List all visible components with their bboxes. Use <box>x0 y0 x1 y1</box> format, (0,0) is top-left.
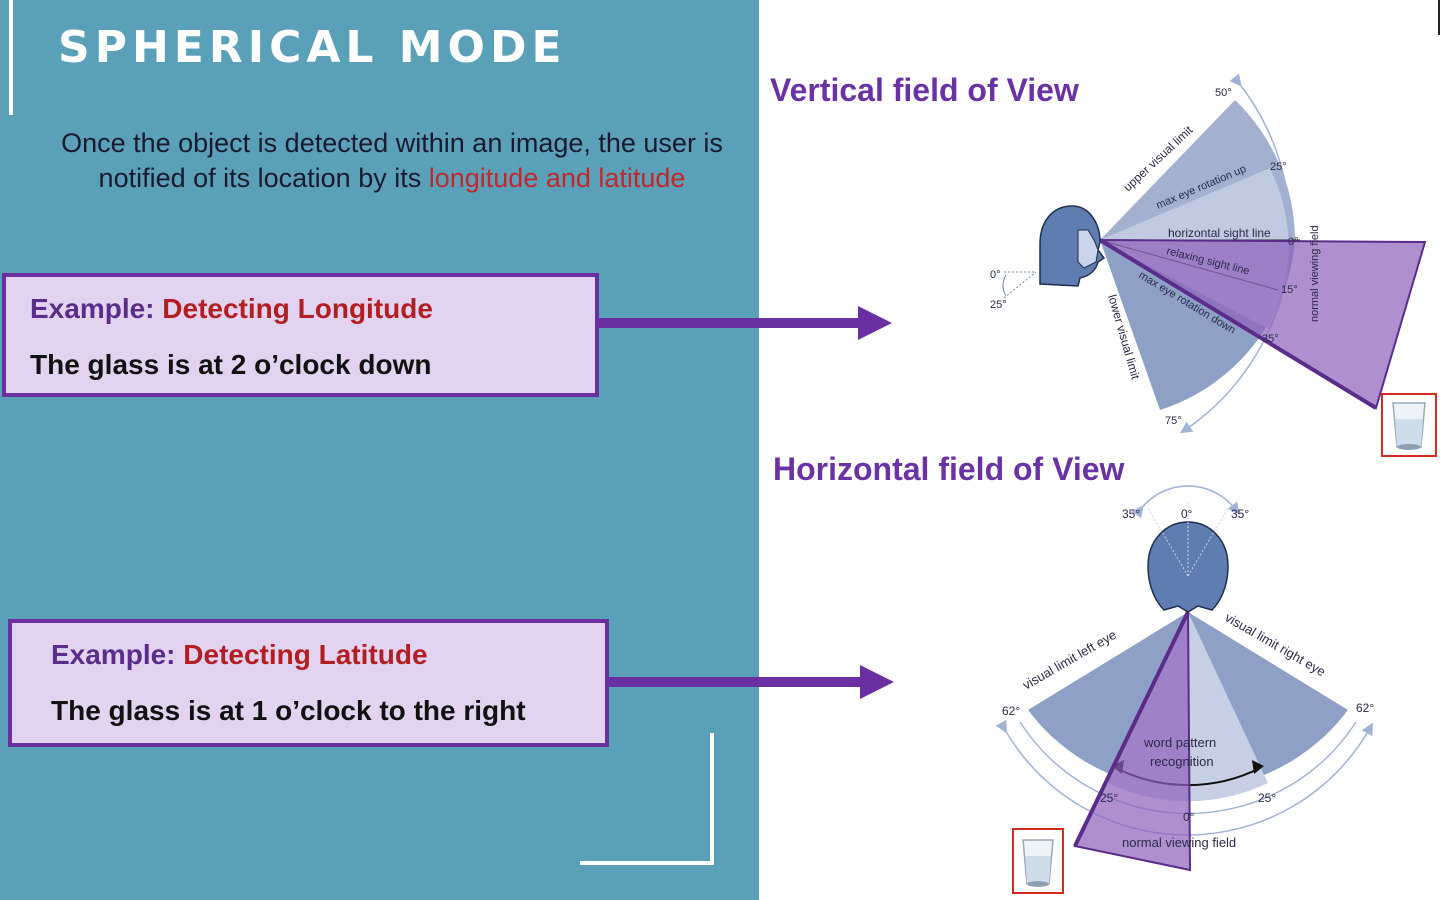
label-75: 75° <box>1165 415 1182 427</box>
head-top-icon <box>1147 502 1229 613</box>
example-heading: Example: Detecting Longitude <box>30 293 433 325</box>
intro-plain: Once the object is detected within an im… <box>61 128 723 193</box>
label-25-left: 25° <box>1100 791 1118 805</box>
glass-target-vertical <box>1381 393 1437 457</box>
label-15: 15° <box>1281 284 1298 296</box>
horizontal-fov-title: Horizontal field of View <box>773 451 1125 487</box>
label-0-top: 0° <box>1181 507 1193 521</box>
intro-highlight: longitude and latitude <box>428 163 686 193</box>
example-text: The glass is at 2 o’clock down <box>30 349 432 380</box>
head-side-icon <box>1039 205 1106 287</box>
label-35: 35° <box>1262 333 1279 345</box>
corner-accent-bottom-vertical <box>710 733 714 865</box>
label-word-pattern: word pattern <box>1143 735 1216 750</box>
arrow-right-icon <box>598 306 892 340</box>
label-head-0: 0° <box>990 269 1001 281</box>
example-text: The glass is at 1 o’clock to the right <box>51 695 526 726</box>
hfov-top-arc <box>1131 485 1240 519</box>
arrow-right-icon <box>608 665 894 699</box>
label-50: 50° <box>1215 87 1232 99</box>
label-62-left: 62° <box>1002 704 1020 718</box>
vertical-fov-title: Vertical field of View <box>770 72 1079 108</box>
slide-title: SPHERICAL MODE <box>58 22 567 73</box>
example-heading: Example: Detecting Latitude <box>51 639 428 671</box>
hfov-target-line <box>1073 611 1190 847</box>
label-head-25: 25° <box>990 299 1007 311</box>
example-longitude-box: Example: Detecting Longitude The glass i… <box>2 273 599 397</box>
label-25-up: 25° <box>1270 161 1287 173</box>
example-prefix: Example: <box>30 293 155 324</box>
edge-line <box>1438 0 1440 35</box>
left-panel <box>0 0 759 900</box>
example-topic: Detecting Latitude <box>183 639 428 670</box>
glass-of-water-icon <box>1392 402 1426 450</box>
glass-of-water-icon <box>1022 839 1054 887</box>
label-normal-viewing-field-h: normal viewing field <box>1122 835 1236 850</box>
example-prefix: Example: <box>51 639 176 670</box>
label-0-bottom: 0° <box>1183 810 1195 824</box>
label-25-right: 25° <box>1258 791 1276 805</box>
glass-target-horizontal <box>1012 828 1064 894</box>
horizontal-fov-diagram: 35° 0° 35° visual limit left eye visual … <box>995 485 1374 872</box>
intro-text: Once the object is detected within an im… <box>48 126 736 196</box>
label-0: 0° <box>1288 236 1299 248</box>
label-35-right: 35° <box>1231 507 1249 521</box>
label-62-right: 62° <box>1356 701 1374 715</box>
label-normal-viewing-field: normal viewing field <box>1309 225 1321 322</box>
label-horizontal-sight-line: horizontal sight line <box>1168 226 1271 240</box>
corner-accent-bottom-horizontal <box>580 861 714 865</box>
corner-accent-top <box>9 0 13 115</box>
example-topic: Detecting Longitude <box>162 293 433 324</box>
label-35-left: 35° <box>1122 507 1140 521</box>
head-angle-marks <box>1002 271 1037 299</box>
label-recognition: recognition <box>1150 754 1214 769</box>
example-latitude-box: Example: Detecting Latitude The glass is… <box>8 619 609 747</box>
vfov-target-line <box>1098 238 1378 410</box>
vertical-fov-diagram: 0° 25° 50° 25° 0° 15° 35° 75° horizontal… <box>990 73 1427 434</box>
